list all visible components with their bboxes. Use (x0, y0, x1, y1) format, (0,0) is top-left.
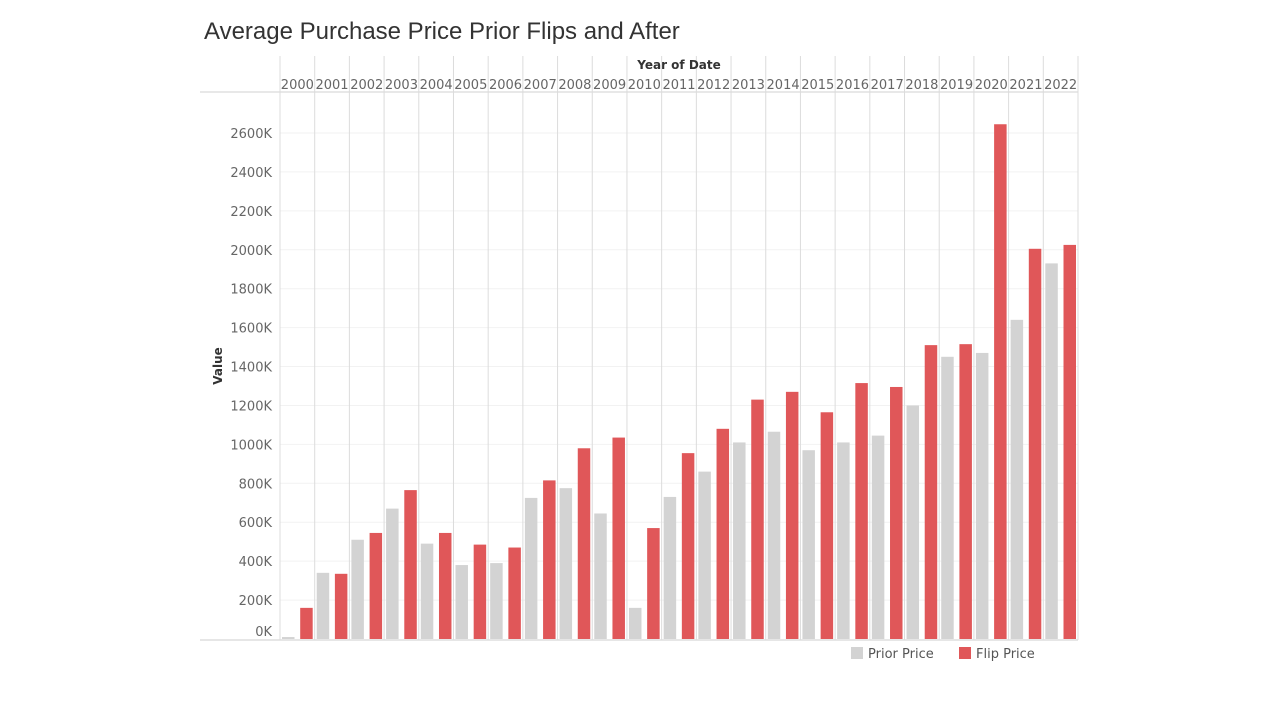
x-tick-label: 2016 (836, 78, 869, 93)
bar-prior-price (767, 431, 781, 639)
x-axis-title: Year of Date (636, 58, 721, 72)
year-column-dividers (279, 56, 1079, 640)
bar-prior-price (871, 435, 885, 639)
y-tick-label: 1200K (230, 399, 272, 414)
y-tick-label: 1000K (230, 438, 272, 453)
x-tick-label: 2022 (1044, 78, 1077, 93)
bar-prior-price (594, 513, 607, 639)
bar-prior-price (941, 356, 954, 639)
x-tick-label: 2002 (350, 78, 383, 93)
bar-flip-price (785, 391, 799, 639)
y-tick-label: 2200K (230, 205, 272, 220)
x-tick-label: 2015 (801, 78, 834, 93)
x-tick-label: 2008 (558, 78, 591, 93)
x-tick-label: 2010 (628, 78, 661, 93)
bar-flip-price (1028, 248, 1042, 640)
bar-prior-price (490, 563, 503, 639)
y-tick-label: 400K (239, 555, 273, 570)
bar-prior-price (455, 565, 468, 639)
x-tick-label: 2003 (385, 78, 418, 93)
bar-flip-price (1063, 244, 1076, 639)
bar-flip-price (334, 573, 348, 639)
x-axis-year-labels: 2000 2001 2002 2003 2004 2005 2006 2007 2008 2009… (281, 78, 1077, 93)
bar-flip-price (855, 383, 868, 639)
bar-prior-price (420, 543, 434, 639)
bar-flip-price (473, 544, 487, 639)
bar-prior-price (1010, 319, 1024, 639)
x-tick-label: 2019 (940, 78, 973, 93)
bar-flip-price (751, 399, 764, 639)
bar-prior-price (524, 497, 538, 639)
x-tick-label: 2001 (315, 78, 348, 93)
x-tick-label: 2014 (767, 78, 800, 93)
y-tick-label: 800K (239, 477, 273, 492)
bar-prior-price (663, 496, 677, 639)
bar-prior-price (1045, 263, 1058, 639)
legend-swatch-flip-price (959, 647, 971, 659)
y-tick-label: 200K (239, 594, 273, 609)
bar-prior-price (802, 450, 815, 639)
bar-prior-price (837, 442, 850, 639)
x-tick-label: 2009 (593, 78, 626, 93)
bar-flip-price (820, 412, 834, 639)
bar-flip-price (959, 344, 972, 639)
x-tick-label: 2018 (905, 78, 938, 93)
bar-prior-price (351, 539, 364, 639)
x-tick-label: 2012 (697, 78, 730, 93)
bar-prior-price (906, 405, 920, 639)
x-tick-label: 2007 (524, 78, 557, 93)
chart-title: Average Purchase Price Prior Flips and A… (204, 18, 680, 45)
bar-prior-price (316, 572, 330, 639)
bar-prior-price (559, 488, 573, 639)
y-tick-label: 1600K (230, 322, 272, 337)
y-tick-label: 2400K (230, 166, 272, 181)
y-tick-label: 600K (239, 516, 273, 531)
bar-flip-price (543, 480, 556, 639)
x-tick-label: 2000 (281, 78, 314, 93)
x-tick-label: 2017 (871, 78, 904, 93)
x-tick-label: 2013 (732, 78, 765, 93)
bar-prior-price (733, 442, 746, 639)
legend: Prior Price Flip Price (851, 647, 1035, 662)
bar-layer (282, 124, 1076, 640)
y-axis-ticks: 0K 200K 400K 600K 800K 1000K 1200K 1400K 1600K 18… (230, 127, 272, 640)
bar-flip-price (438, 532, 452, 639)
bar-flip-price (647, 528, 660, 639)
legend-label-flip-price: Flip Price (976, 647, 1035, 662)
y-tick-label: 2600K (230, 127, 272, 142)
x-tick-label: 2011 (662, 78, 695, 93)
legend-label-prior-price: Prior Price (868, 647, 934, 662)
x-tick-label: 2006 (489, 78, 522, 93)
y-tick-label: 2000K (230, 244, 272, 259)
bar-flip-price (890, 386, 903, 639)
bar-prior-price (628, 607, 642, 639)
bar-prior-price (386, 508, 399, 639)
bar-flip-price (577, 448, 591, 639)
legend-swatch-prior-price (851, 647, 863, 659)
x-tick-label: 2004 (420, 78, 453, 93)
bar-flip-price (681, 453, 695, 639)
bar-flip-price (716, 428, 730, 639)
bar-prior-price (975, 352, 989, 639)
x-tick-label: 2021 (1009, 78, 1042, 93)
bar-flip-price (300, 607, 313, 639)
bar-flip-price (404, 490, 417, 639)
bar-flip-price (508, 547, 521, 639)
y-tick-label: 0K (255, 625, 272, 640)
y-axis-title: Value (211, 347, 225, 385)
x-tick-label: 2020 (975, 78, 1008, 93)
bar-flip-price (369, 532, 383, 639)
bar-flip-price (924, 345, 938, 639)
y-tick-label: 1400K (230, 361, 272, 376)
y-tick-label: 1800K (230, 283, 272, 298)
bar-flip-price (612, 437, 625, 639)
bar-prior-price (282, 637, 295, 639)
bar-flip-price (994, 124, 1007, 639)
bar-prior-price (698, 471, 711, 639)
x-tick-label: 2005 (454, 78, 487, 93)
